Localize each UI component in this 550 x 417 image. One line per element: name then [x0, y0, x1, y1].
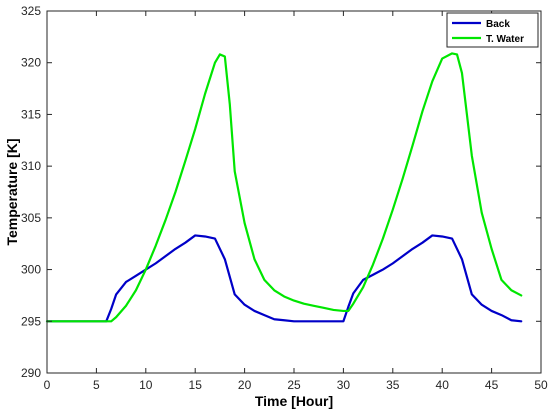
legend-label: Back: [486, 19, 510, 30]
y-tick-label: 305: [21, 211, 41, 225]
x-tick-label: 10: [139, 378, 153, 392]
x-tick-label: 40: [436, 378, 450, 392]
axis-ticks: 0 5 10 15 20 25 30 35 40 45 50 290 295 300 305 310 315 32…: [21, 4, 548, 392]
y-tick-label: 325: [21, 4, 41, 18]
legend: Back T. Water: [446, 12, 539, 48]
x-tick-label: 20: [238, 378, 252, 392]
series-line-back: [45, 234, 523, 323]
x-tick-label: 50: [534, 378, 548, 392]
legend-box: [446, 12, 539, 48]
y-tick-label: 295: [21, 314, 41, 328]
series-layer: [45, 52, 523, 323]
x-tick-label: 0: [44, 378, 51, 392]
x-tick-label: 25: [287, 378, 301, 392]
y-tick-label: 300: [21, 263, 41, 277]
x-tick-label: 5: [93, 378, 100, 392]
x-tick-label: 45: [485, 378, 499, 392]
x-axis-label: Time [Hour]: [255, 393, 333, 409]
y-tick-label: 310: [21, 159, 41, 173]
legend-label: T. Water: [486, 34, 524, 45]
y-axis-label: Temperature [K]: [4, 138, 20, 245]
x-tick-label: 35: [386, 378, 400, 392]
plot-area-frame: [46, 10, 542, 374]
y-tick-label: 320: [21, 56, 41, 70]
x-tick-label: 15: [189, 378, 203, 392]
series-line-t-water: [45, 52, 523, 323]
x-tick-label: 30: [337, 378, 351, 392]
y-tick-label: 315: [21, 107, 41, 121]
y-tick-label: 290: [21, 366, 41, 380]
